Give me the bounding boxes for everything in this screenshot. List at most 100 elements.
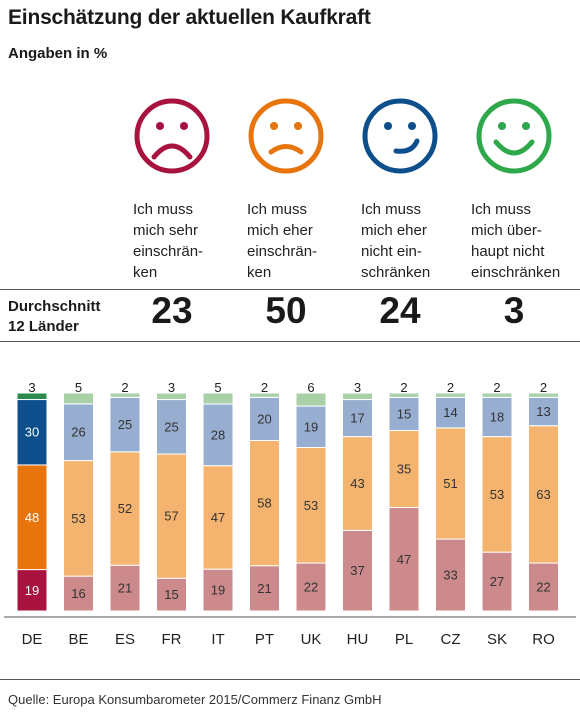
source-note: Quelle: Europa Konsumbarometer 2015/Comm… <box>8 692 382 707</box>
caption-rather-not-restricted: Ich muss mich eher nicht ein- schränken <box>361 201 431 281</box>
bar-value-label: 21 <box>257 581 271 596</box>
x-tick-label: FR <box>162 631 182 648</box>
bar-value-label: 20 <box>257 411 271 426</box>
bar-segment-uk-1 <box>295 447 327 564</box>
bar-value-label: 2 <box>400 380 407 395</box>
bar-segment-es-0 <box>109 564 141 612</box>
bar-segment-pl-3 <box>388 392 420 398</box>
bar-value-label: 2 <box>121 380 128 395</box>
bar-value-label: 25 <box>164 419 178 434</box>
bar-value-label: 2 <box>493 380 500 395</box>
bar-value-label: 6 <box>307 380 314 395</box>
bar-value-label: 35 <box>397 461 411 476</box>
bar-value-label: 43 <box>350 476 364 491</box>
bar-value-label: 25 <box>118 417 132 432</box>
bar-value-label: 19 <box>211 583 225 598</box>
bar-segment-cz-1 <box>435 427 466 540</box>
caption-not-restricted-at-all: Ich muss mich über- haupt nicht einschrä… <box>471 201 561 281</box>
bar-segment-pt-3 <box>249 392 280 398</box>
chart-subtitle: Angaben in % <box>8 45 108 62</box>
bar-segment-hu-2 <box>342 399 373 438</box>
bar-value-label: 37 <box>350 563 364 578</box>
bar-value-label: 2 <box>261 380 268 395</box>
x-tick-label: ES <box>115 631 135 648</box>
sad-face-icon <box>248 98 324 174</box>
average-value-very-restricted: 23 <box>151 290 193 331</box>
bar-value-label: 19 <box>304 419 318 434</box>
x-tick-label: PT <box>255 631 274 648</box>
caption-rather-restricted: Ich muss mich eher einschrän- ken <box>247 201 318 281</box>
bar-segment-pl-0 <box>388 507 420 612</box>
bar-value-label: 3 <box>168 380 175 395</box>
bar-value-label: 15 <box>164 587 178 602</box>
bar-value-label: 58 <box>257 496 271 511</box>
bar-value-label: 63 <box>536 487 550 502</box>
x-tick-label: HU <box>347 631 369 648</box>
bar-segment-it-3 <box>202 392 234 405</box>
bar-segment-cz-3 <box>435 392 466 398</box>
smiling-face-icon <box>362 98 438 174</box>
average-value-rather-restricted: 50 <box>265 290 307 331</box>
bar-segment-fr-3 <box>156 392 187 401</box>
x-tick-label: IT <box>211 631 224 648</box>
bar-value-label: 53 <box>490 487 504 502</box>
average-value-rather-not-restricted: 24 <box>379 290 421 331</box>
bar-segment-sk-3 <box>481 392 513 398</box>
bar-segment-be-0 <box>63 575 94 612</box>
caption-very-restricted: Ich muss mich sehr einschrän- ken <box>133 201 204 281</box>
big-smile-face-icon <box>476 98 552 174</box>
bar-value-label: 16 <box>71 586 85 601</box>
bar-value-label: 2 <box>540 380 547 395</box>
bar-segment-hu-0 <box>342 529 373 612</box>
bar-segment-pt-1 <box>249 439 280 567</box>
bar-value-label: 28 <box>211 427 225 442</box>
bar-value-label: 21 <box>118 581 132 596</box>
very-sad-face-icon <box>134 98 210 174</box>
divider-bottom <box>0 679 580 680</box>
bar-value-label: 13 <box>536 404 550 419</box>
bar-segment-ro-3 <box>528 392 559 398</box>
bar-segment-uk-3 <box>295 392 327 407</box>
bar-value-label: 18 <box>490 409 504 424</box>
bar-value-label: 3 <box>354 380 361 395</box>
bar-segment-hu-3 <box>342 392 373 401</box>
x-tick-label: CZ <box>441 631 461 648</box>
x-tick-label: UK <box>301 631 322 648</box>
bar-segment-be-2 <box>63 403 94 462</box>
bar-segment-es-3 <box>109 392 141 398</box>
bar-segment-de-3 <box>16 392 48 401</box>
bar-value-label: 33 <box>443 568 457 583</box>
x-tick-label: BE <box>68 631 88 648</box>
bar-segment-fr-0 <box>156 577 187 612</box>
bar-value-label: 5 <box>75 380 82 395</box>
bar-segment-ro-1 <box>528 425 559 564</box>
x-tick-label: RO <box>532 631 555 648</box>
x-tick-label: DE <box>22 631 43 648</box>
bar-value-label: 48 <box>25 510 39 525</box>
bar-value-label: 47 <box>211 510 225 525</box>
bar-value-label: 26 <box>71 425 85 440</box>
x-tick-label: SK <box>487 631 507 648</box>
bar-value-label: 2 <box>447 380 454 395</box>
bar-value-label: 15 <box>397 406 411 421</box>
average-value-not-restricted-at-all: 3 <box>503 290 525 331</box>
stacked-bar-chart: 1948303DE1653265BE2152252ES1557253FR1947… <box>4 380 576 648</box>
bar-value-label: 17 <box>350 411 364 426</box>
bar-value-label: 52 <box>118 501 132 516</box>
bar-value-label: 57 <box>164 509 178 524</box>
bar-segment-it-0 <box>202 568 234 612</box>
bar-value-label: 3 <box>28 380 35 395</box>
bar-value-label: 19 <box>25 583 39 598</box>
bar-segment-pt-2 <box>249 396 280 441</box>
bar-segment-be-1 <box>63 460 94 577</box>
bar-value-label: 22 <box>304 580 318 595</box>
bar-value-label: 51 <box>443 476 457 491</box>
divider-top <box>0 289 580 290</box>
bar-value-label: 47 <box>397 552 411 567</box>
bar-segment-fr-2 <box>156 399 187 455</box>
bar-value-label: 5 <box>214 380 221 395</box>
bar-segment-uk-0 <box>295 562 327 612</box>
divider-middle <box>0 341 580 342</box>
bar-segment-sk-2 <box>481 396 513 438</box>
x-tick-label: PL <box>395 631 413 648</box>
